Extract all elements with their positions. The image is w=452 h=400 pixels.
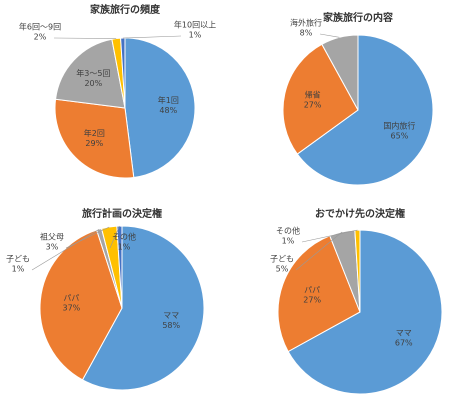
leader-line [295,231,343,271]
slice-value-label: 1% [282,237,295,246]
slice-label: ママ [163,311,179,320]
slice-label: ママ [396,328,412,337]
slice-label: 子ども [270,255,294,264]
pie-slice [287,229,443,395]
slice-value-label: 1% [118,243,131,252]
slice-label: パパ [63,294,79,303]
leader-line [65,226,110,249]
slice-label: 国内旅行 [383,121,415,131]
slice-value-label: 58% [162,321,180,330]
slice-value-label: 48% [159,106,177,115]
slice-label: 帰省 [305,89,321,99]
chart-title: 旅行計画の決定権 [82,207,162,220]
slice-label: 年6回～9回 [19,22,61,32]
slice-value-label: 20% [84,79,102,88]
slice-value-label: 37% [62,304,80,313]
chart-title: 家族旅行の頻度 [90,3,161,16]
slice-label: 子ども [6,255,30,264]
pie-slice [282,43,359,155]
slice-label: 年3～5回 [76,68,110,78]
chart-title: 家族旅行の内容 [323,11,393,24]
slice-value-label: 29% [85,139,103,148]
leader-line [31,228,100,271]
leader-line [122,35,182,39]
pie-slice [277,235,361,353]
slice-label: 年10回以上 [174,20,216,30]
chart-title: おでかけ先の決定権 [315,207,405,220]
slice-value-label: 67% [395,338,413,347]
pie-slice [124,37,196,179]
slice-value-label: 65% [391,132,409,141]
slice-label: 年2回 [84,128,105,138]
slice-label: 海外旅行 [290,18,322,28]
pie-slice [54,38,126,109]
slice-value-label: 27% [303,295,321,304]
leader-line [53,37,117,39]
pie-slice [54,98,135,179]
slice-value-label: 2% [34,33,47,42]
slice-value-label: 8% [300,29,313,38]
leader-line [301,229,358,243]
pie-slice [81,225,205,391]
pie-slice [39,229,123,381]
slice-label: その他 [276,226,300,236]
slice-value-label: 1% [12,265,25,274]
slice-label: パパ [304,285,320,294]
slice-value-label: 5% [276,265,289,274]
pie-slice [296,34,434,186]
slice-value-label: 3% [46,243,59,252]
slice-label: 祖父母 [40,232,64,242]
leader-line [109,225,120,249]
slice-label: その他 [112,232,136,242]
slice-label: 年1回 [158,95,179,105]
slice-value-label: 27% [304,100,322,109]
slice-value-label: 1% [189,31,202,40]
leader-line [319,33,340,38]
